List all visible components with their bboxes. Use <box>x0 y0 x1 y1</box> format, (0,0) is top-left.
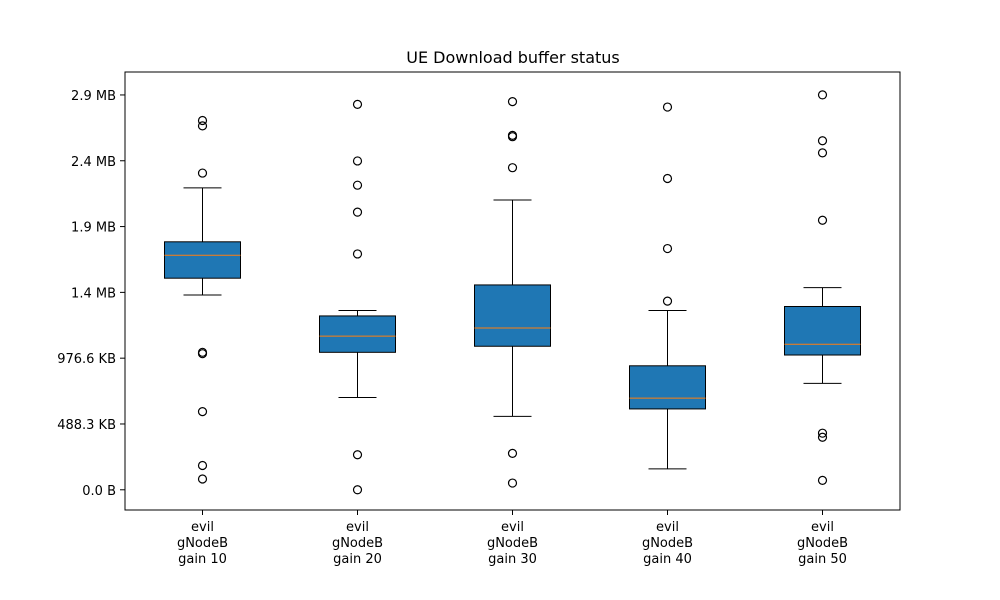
outlier-point <box>507 97 518 107</box>
plot-frame <box>124 71 901 511</box>
outlier-point <box>352 180 363 190</box>
outlier-point <box>507 163 518 173</box>
boxes-group <box>164 90 861 495</box>
y-tick-label: 488.3 KB <box>57 418 116 433</box>
outlier-point <box>197 115 208 126</box>
y-tick-label: 1.9 MB <box>71 221 116 236</box>
x-tick-label-line: evil <box>811 520 834 535</box>
box-iqr <box>319 315 396 353</box>
outlier-point <box>817 136 828 146</box>
outlier-point <box>817 148 828 158</box>
box-iqr <box>784 305 861 356</box>
x-tick-label-line: evil <box>346 520 369 535</box>
outlier-point <box>817 215 828 225</box>
outlier-point <box>197 349 208 359</box>
outlier-point <box>817 432 828 442</box>
box-series-5 <box>784 90 861 485</box>
outlier-point <box>197 407 208 417</box>
x-tick-label-line: gain 10 <box>178 552 227 567</box>
outlier-point <box>352 485 363 495</box>
outlier-point <box>662 173 673 184</box>
x-tick-label: evil gNodeB gain 30 <box>487 520 538 567</box>
outlier-point <box>352 207 363 217</box>
outlier-point <box>662 102 673 112</box>
box-series-3 <box>474 97 551 488</box>
x-tick-label-line: evil <box>501 520 524 535</box>
x-tick-label-line: evil <box>656 520 679 535</box>
x-tick-label-line: gain 30 <box>488 552 537 567</box>
box-iqr <box>164 241 241 279</box>
outlier-point <box>507 448 518 458</box>
outlier-point <box>352 450 363 460</box>
outlier-point <box>197 121 208 131</box>
x-tick-label: evil gNodeB gain 20 <box>332 520 383 567</box>
y-axis: 0.0 B 488.3 KB 976.6 KB 1.4 MB 1.9 MB 2.4 MB 2… <box>57 89 125 499</box>
y-tick-label: 1.4 MB <box>71 286 116 301</box>
chart-title: UE Download buffer status <box>406 48 620 67</box>
y-tick-label: 0.0 B <box>82 484 116 499</box>
outlier-point <box>507 478 518 488</box>
x-tick-label-line: gain 40 <box>643 552 692 567</box>
outlier-point <box>197 460 208 471</box>
outlier-point <box>352 156 363 166</box>
box-iqr <box>629 365 706 410</box>
x-tick-label-line: evil <box>191 520 214 535</box>
outlier-point <box>197 168 208 178</box>
x-tick-label-line: gain 20 <box>333 552 382 567</box>
outlier-point <box>817 428 828 438</box>
x-tick-label: evil gNodeB gain 50 <box>797 520 848 567</box>
box-series-4 <box>629 102 706 470</box>
y-tick-label: 2.9 MB <box>71 89 116 104</box>
x-tick-label: evil gNodeB gain 40 <box>642 520 693 567</box>
y-tick-label: 976.6 KB <box>57 352 116 367</box>
x-tick-label-line: gNodeB <box>332 536 383 551</box>
x-tick-label-line: gNodeB <box>487 536 538 551</box>
box-iqr <box>474 284 551 347</box>
outlier-point <box>817 90 828 100</box>
box-series-2 <box>319 99 396 495</box>
box-series-1 <box>164 115 241 484</box>
outlier-point <box>662 243 673 254</box>
x-tick-label-line: gNodeB <box>177 536 228 551</box>
x-tick-label-line: gNodeB <box>642 536 693 551</box>
outlier-point <box>507 132 518 142</box>
outlier-point <box>662 296 673 306</box>
y-tick-label: 2.4 MB <box>71 155 116 170</box>
x-tick-label-line: gNodeB <box>797 536 848 551</box>
x-tick-label: evil gNodeB gain 10 <box>177 520 228 567</box>
outlier-point <box>352 249 363 259</box>
outlier-point <box>197 474 208 484</box>
outlier-point <box>817 475 828 485</box>
outlier-point <box>352 99 363 109</box>
x-tick-label-line: gain 50 <box>798 552 847 567</box>
